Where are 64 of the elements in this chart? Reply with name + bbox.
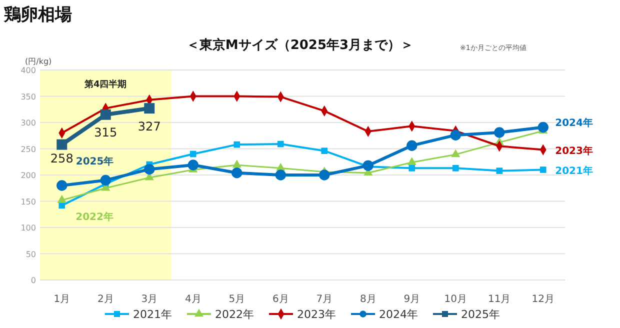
x-tick-label: 1月 [54, 294, 70, 305]
point [540, 166, 546, 173]
point [234, 141, 240, 148]
x-tick-label: 8月 [360, 294, 376, 305]
data-label: 258 [50, 152, 74, 166]
point [362, 160, 374, 171]
legend-label: 2022年 [215, 308, 254, 321]
data-label: 315 [94, 126, 118, 140]
text: 2021年 [555, 166, 593, 177]
point [277, 140, 284, 148]
y-tick-label: 200 [20, 171, 36, 180]
data-label: 327 [138, 119, 161, 134]
point [406, 140, 418, 151]
point [144, 103, 155, 114]
point [408, 165, 416, 172]
y-tick-label: 400 [20, 66, 36, 75]
legend-label: 2025年 [461, 308, 500, 321]
x-tick-label: 5月 [228, 294, 246, 305]
point [321, 148, 328, 154]
x-tick-label: 3月 [141, 294, 158, 305]
point [188, 160, 198, 170]
y-tick-label: 100 [20, 224, 36, 232]
point [232, 168, 242, 178]
point [538, 122, 548, 133]
x-tick-label: 6月 [272, 294, 289, 305]
point [494, 127, 505, 138]
point [496, 168, 503, 174]
text: 2024年 [555, 118, 593, 130]
point [190, 150, 196, 158]
text: 2025年 [76, 156, 114, 168]
point [232, 160, 242, 168]
chart-subtitle: ＜東京Mサイズ（2025年3月まで）＞ [186, 37, 414, 53]
x-tick-label: 11月 [488, 294, 511, 305]
y-tick-label: 150 [20, 197, 36, 206]
x-tick-label: 2月 [97, 294, 114, 305]
x-tick-label: 10月 [444, 294, 467, 305]
text: 2023年 [555, 146, 593, 157]
point [275, 170, 286, 180]
y-tick-label: 350 [20, 92, 36, 102]
y-tick-label: 0 [30, 276, 36, 285]
chart-title: 鶏卵相場 [3, 5, 72, 25]
x-tick-label: 4月 [184, 294, 202, 305]
x-tick-label: 9月 [404, 294, 420, 305]
point [451, 149, 460, 158]
legend-label: 2024年 [379, 308, 418, 321]
x-tick-label: 12月 [532, 294, 554, 305]
legend-label: 2021年 [133, 308, 172, 321]
y-tick-label: 300 [20, 118, 36, 128]
point [57, 194, 66, 203]
point [56, 180, 68, 191]
point [56, 139, 68, 150]
legend-label: 2023年 [297, 308, 336, 321]
text: 2022年 [76, 212, 114, 224]
y-axis-title: (円/kg) [25, 57, 52, 66]
y-tick-label: 250 [20, 144, 36, 154]
point [319, 170, 330, 180]
point [100, 109, 111, 120]
y-tick-label: 50 [26, 250, 36, 259]
point [450, 130, 461, 140]
x-tick-label: 7月 [316, 294, 333, 305]
band-label: 第4四半期 [83, 79, 127, 90]
point [144, 164, 155, 175]
point [407, 157, 416, 166]
point [452, 165, 459, 172]
